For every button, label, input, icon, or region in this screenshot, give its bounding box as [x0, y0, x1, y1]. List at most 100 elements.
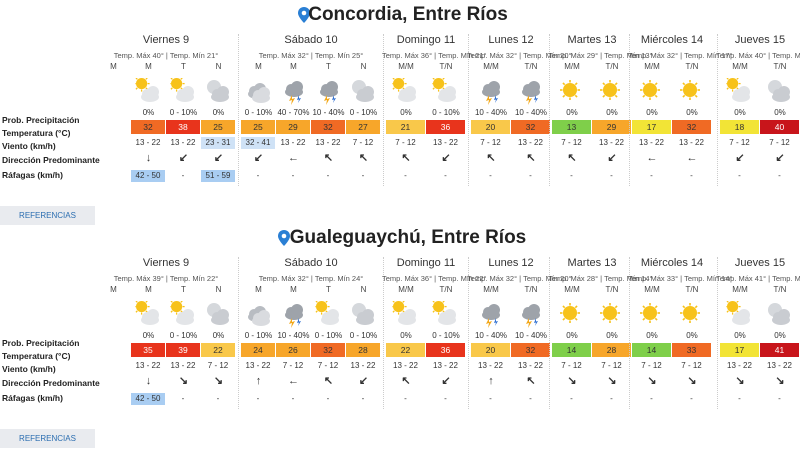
weather-icon	[432, 301, 456, 325]
wind-speed: 23 - 31	[201, 137, 235, 149]
temperature-cell: 20	[471, 343, 510, 357]
wind-direction: ↑	[488, 375, 494, 387]
wind-direction: ↖	[401, 375, 411, 387]
period-label: T/N	[439, 62, 453, 71]
weather-icon	[247, 83, 270, 103]
temperature-cell: 36	[426, 120, 465, 134]
row-label: Prob. Precipitación	[2, 338, 80, 348]
precip-prob: 0%	[142, 108, 155, 117]
period-label: T/N	[773, 62, 787, 71]
wind-gusts: -	[650, 171, 653, 180]
precip-prob: 0%	[400, 331, 412, 340]
wind-gusts: -	[610, 171, 613, 180]
wind-speed: 13 - 22	[433, 138, 458, 147]
precip-prob: 0%	[734, 331, 746, 340]
temp-summary: Temp. Máx 32° | Temp. Mín 20°	[467, 51, 572, 60]
wind-direction: ↓	[145, 152, 152, 164]
precip-prob: 40 - 70%	[277, 108, 310, 117]
wind-speed: 13 - 22	[350, 361, 376, 370]
day-separator	[383, 34, 384, 186]
day-separator	[549, 257, 550, 409]
precip-prob: 0%	[646, 331, 658, 340]
wind-gusts: -	[256, 394, 260, 403]
period-label: T/N	[685, 62, 699, 71]
period-label: T	[181, 285, 186, 294]
temperature-cell: 32	[131, 120, 165, 134]
precip-prob: 0%	[142, 331, 155, 340]
weather-icon	[351, 80, 374, 102]
row-label: Ráfagas (km/h)	[2, 393, 63, 403]
weather-icon	[169, 301, 194, 325]
wind-speed: 13 - 22	[135, 361, 161, 370]
weather-icon	[392, 301, 416, 325]
temperature-cell: 17	[632, 120, 671, 134]
period-label: T	[326, 285, 331, 294]
wind-speed: 13 - 22	[679, 138, 704, 147]
temperature-cell: 32	[311, 120, 345, 134]
wind-gusts: -	[570, 171, 573, 180]
wind-direction: ↘	[735, 375, 745, 387]
wind-gusts: -	[404, 171, 407, 180]
period-label: N	[215, 285, 222, 294]
wind-direction: ↙	[213, 152, 224, 164]
wind-direction: ↘	[213, 375, 224, 387]
wind-direction: ↘	[775, 375, 785, 387]
wind-speed: 7 - 12	[352, 138, 374, 147]
period-label: M/M	[732, 285, 748, 294]
temperature-cell: 32	[311, 343, 345, 357]
period-label: T/N	[524, 285, 538, 294]
temperature-cell: 41	[760, 343, 799, 357]
temperature-cell: 29	[592, 120, 631, 134]
wind-gusts: -	[216, 394, 220, 403]
day-name: Miércoles 14	[640, 257, 704, 269]
weather-icon	[768, 80, 790, 102]
references-button[interactable]: REFERENCIAS	[0, 429, 95, 448]
wind-direction: ↙	[441, 375, 451, 387]
section-title: Gualeguaychú, Entre Ríos	[289, 227, 527, 248]
wind-direction: ↙	[253, 152, 264, 164]
temp-summary: Temp. Máx 32° | Temp. Mín 24°	[258, 274, 364, 283]
temperature-cell: 22	[386, 343, 425, 357]
wind-speed: 7 - 12	[561, 361, 582, 370]
precip-prob: 0 - 10%	[432, 108, 460, 117]
temp-summary: Temp. Máx 32° | Temp. Mín 25°	[258, 51, 364, 60]
day-name: Jueves 15	[734, 257, 786, 269]
temperature-cell: 32	[511, 343, 550, 357]
day-name: Domingo 11	[396, 34, 456, 46]
period-label: M	[255, 62, 262, 71]
weather-icon	[247, 306, 270, 326]
wind-speed: 13 - 22	[135, 138, 161, 147]
precip-prob: 0%	[774, 108, 786, 117]
temp-summary: Temp. Máx 40° | Temp. Mín 18°	[716, 51, 800, 60]
day-separator	[383, 257, 384, 409]
weather-icon	[284, 81, 303, 105]
precip-prob: 0%	[686, 108, 698, 117]
precip-prob: 10 - 40%	[312, 108, 345, 117]
temperature-cell: 25	[241, 120, 275, 134]
weather-icon	[392, 78, 416, 102]
period-label: M	[255, 285, 262, 294]
day-separator	[629, 257, 630, 409]
references-button[interactable]: REFERENCIAS	[0, 206, 95, 225]
day-name: Martes 13	[567, 257, 617, 269]
precip-prob: 0%	[686, 331, 698, 340]
day-separator	[717, 257, 718, 409]
weather-icon	[314, 301, 339, 325]
weather-icon	[768, 303, 790, 325]
period-label: M/M	[483, 62, 499, 71]
period-label: T/N	[773, 285, 787, 294]
wind-direction: ↖	[401, 152, 411, 164]
precip-prob: 0 - 10%	[432, 331, 460, 340]
precip-prob: 0 - 10%	[244, 331, 273, 340]
weather-icon	[482, 304, 500, 328]
row-label: Viento (km/h)	[2, 141, 56, 151]
location-pin	[298, 7, 310, 23]
wind-speed: 7 - 12	[480, 138, 501, 147]
row-label: Dirección Predominante	[2, 378, 100, 388]
temperature-cell: 14	[632, 343, 671, 357]
temperature-cell: 32	[672, 120, 711, 134]
section-title: Concordia, Entre Ríos	[308, 4, 508, 25]
temperature-cell: 28	[592, 343, 631, 357]
weather-icon	[134, 301, 159, 325]
